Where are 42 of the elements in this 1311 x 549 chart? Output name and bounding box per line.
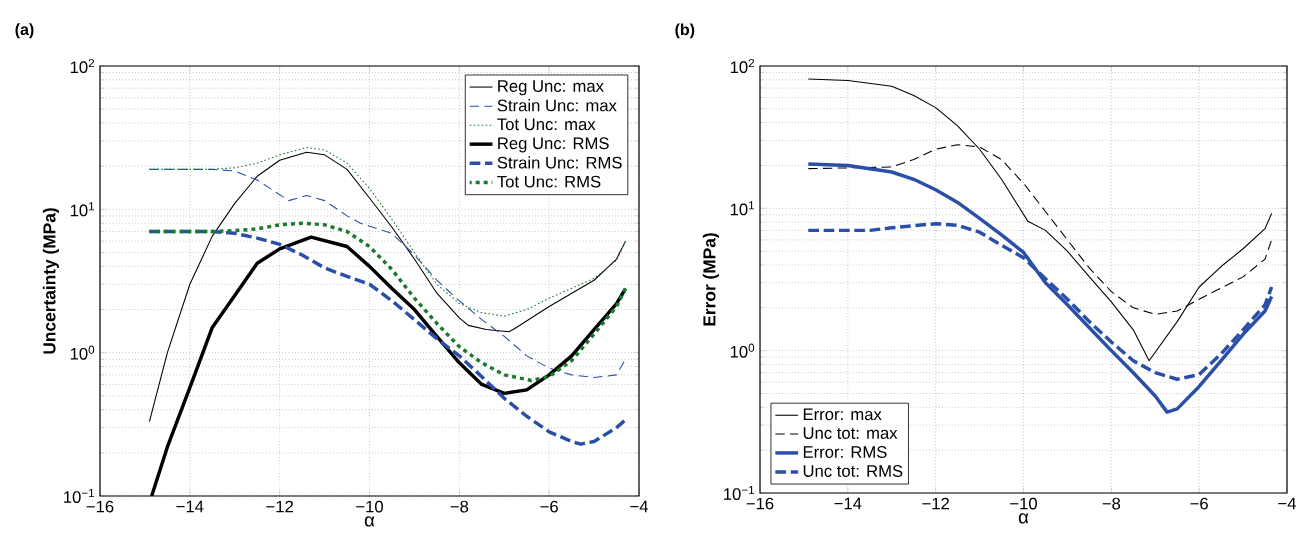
legend-label: Error: max	[803, 408, 882, 421]
line-series	[148, 151, 627, 423]
x-tick-label: −10	[356, 500, 383, 513]
chart-title: (b)	[675, 23, 695, 39]
y-tick-label: 10$^{−1}$	[64, 488, 95, 503]
legend-label: Error: RMS	[803, 446, 887, 458]
line-series	[147, 221, 628, 383]
chart-title: (a)	[15, 23, 34, 39]
legend-label: Reg Unc: RMS	[498, 137, 609, 153]
y-tick-label: 10$^{0}$	[730, 343, 755, 358]
x-tick-label: −12	[922, 497, 949, 510]
x-tick-label: −6	[540, 500, 558, 513]
x-tick-label: −4	[630, 500, 649, 513]
legend-label: Strain Unc: max	[497, 99, 617, 112]
y-tick-label: 10$^{1}$	[70, 202, 95, 217]
legend-label: Unc tot: max	[803, 427, 898, 439]
x-tick-label: −14	[176, 500, 204, 513]
x-tick-label: −8	[1102, 497, 1121, 510]
y-tick-label: 10$^{2}$	[70, 58, 95, 74]
legend-label: Tot Unc: RMS	[497, 175, 601, 188]
x-tick-label: −8	[450, 500, 469, 513]
x-tick-label: −10	[1010, 497, 1037, 510]
x-tick-label: −14	[834, 497, 862, 510]
y-axis-title: Error (MPa)	[702, 233, 719, 326]
legend-label: Tot Unc: max	[497, 118, 596, 131]
x-tick-label: −6	[1190, 497, 1208, 510]
legend-label: Reg Unc: max	[498, 80, 604, 96]
line-series	[148, 168, 627, 379]
y-axis-title: Uncertainty (MPa)	[42, 208, 59, 354]
x-tick-label: −12	[266, 500, 293, 513]
x-tick-label: −16	[86, 500, 114, 513]
x-tick-label: −4	[1278, 497, 1297, 510]
x-axis-title: α	[364, 516, 375, 527]
y-tick-label: 10$^{1}$	[730, 201, 755, 216]
y-tick-label: 10$^{2}$	[730, 58, 755, 74]
y-tick-label: 10$^{0}$	[70, 345, 95, 360]
legend-label: Strain Unc: RMS	[497, 156, 622, 169]
x-tick-label: −16	[746, 497, 774, 510]
legend-label: Unc tot: RMS	[803, 465, 903, 477]
x-axis-title: α	[1018, 513, 1029, 524]
y-tick-label: 10$^{−1}$	[724, 485, 755, 500]
line-series	[807, 78, 1273, 362]
